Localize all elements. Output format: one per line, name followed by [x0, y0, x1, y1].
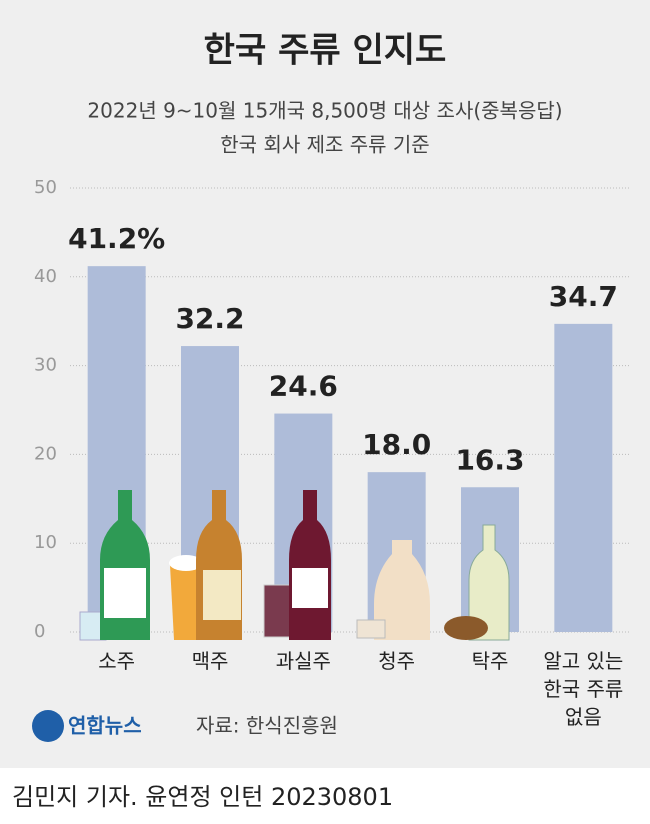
- subtitle: 2022년 9~10월 15개국 8,500명 대상 조사(중복응답): [87, 99, 562, 123]
- value-label: 41.2%: [68, 222, 165, 255]
- y-tick-label: 30: [34, 355, 57, 376]
- y-tick-label: 20: [34, 443, 57, 464]
- chart-title: 한국 주류 인지도: [204, 31, 447, 71]
- bar: [554, 323, 613, 632]
- value-label: 34.7: [549, 280, 618, 313]
- footer-background: [0, 768, 650, 824]
- logo: 연합뉴스: [68, 714, 142, 738]
- subtitle: 한국 회사 제조 주류 기준: [220, 133, 429, 157]
- x-tick-label: 맥주: [192, 649, 229, 673]
- value-label: 24.6: [269, 370, 338, 403]
- value-label: 18.0: [362, 428, 431, 461]
- logo-mark: [32, 710, 64, 742]
- decoration: [79, 490, 510, 641]
- x-tick-label: 과실주: [276, 649, 331, 673]
- y-tick-label: 10: [34, 532, 57, 553]
- source: 자료: 한식진흥원: [196, 714, 338, 738]
- y-tick-label: 40: [34, 266, 57, 287]
- x-tick-label: 소주: [98, 649, 135, 673]
- value-label: 32.2: [175, 302, 244, 335]
- value-label: 16.3: [455, 443, 524, 476]
- y-tick-label: 0: [34, 621, 45, 642]
- y-tick-label: 50: [34, 177, 57, 198]
- credit: 김민지 기자. 윤연정 인턴 20230801: [12, 783, 393, 811]
- x-tick-label: 청주: [378, 649, 415, 673]
- x-tick-label: 알고 있는 한국 주류 없음: [543, 649, 623, 729]
- x-tick-label: 탁주: [472, 649, 509, 673]
